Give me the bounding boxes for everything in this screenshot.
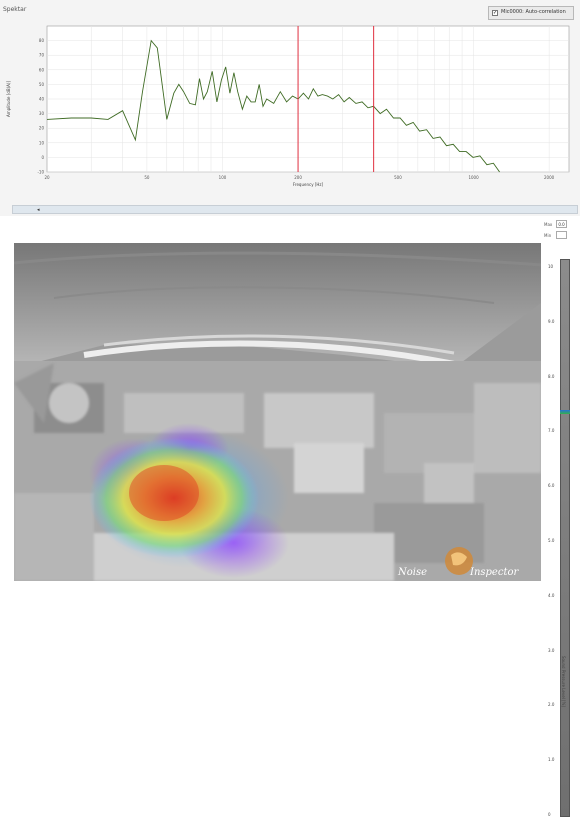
scroll-left-arrow-icon[interactable]: ◂ (37, 207, 40, 213)
color-scale-tick-label: 10 (548, 264, 554, 269)
y-tick-label: 20 (39, 126, 45, 131)
x-axis-label: Frequency [Hz] (293, 182, 324, 187)
color-scale-tick-label: 7.0 (548, 428, 555, 434)
color-scale-tick-label: 5.0 (548, 538, 555, 543)
color-scale-tick-label: 0 (548, 812, 551, 817)
engine-bay-acoustic-image: Noise Inspector (14, 243, 541, 581)
x-tick-label: 50 (144, 175, 150, 180)
x-tick-label: 100 (219, 175, 227, 180)
color-scale-tick-label: 2.0 (548, 702, 555, 708)
y-tick-label: 60 (39, 67, 45, 72)
svg-text:Inspector: Inspector (469, 567, 519, 578)
y-axis-label: Amplitude [dB(A)] (6, 81, 11, 117)
noise-inspector-logo: Noise Inspector (397, 547, 519, 578)
x-tick-label: 2000 (544, 175, 555, 180)
x-tick-label: 20 (44, 175, 50, 180)
y-tick-label: 50 (39, 82, 45, 87)
color-scale-bar (560, 259, 570, 817)
y-tick-label: 80 (39, 38, 45, 43)
color-scale-axis-label: Sound Pressure Level [%] (561, 656, 566, 707)
min-label: Min (544, 233, 552, 238)
svg-text:Noise: Noise (397, 567, 427, 578)
spectrum-line (46, 39, 500, 173)
color-scale-panel: Max 0.0 Min 10 9.0 8.0 7.0 6.0 5.0 4.0 3.0 2.0 1.… (542, 216, 580, 817)
y-tick-label: 40 (39, 97, 45, 102)
engine-photo-illustration: Noise Inspector (14, 243, 541, 581)
y-tick-label: -10 (37, 170, 44, 175)
acoustic-heatmap-overlay (89, 423, 289, 578)
legend-label: Mic0000: Auto-correlation (501, 9, 566, 15)
panel-title: Spektar (3, 6, 27, 13)
color-scale-marker[interactable] (560, 409, 570, 414)
color-scale-tick-label: 4.0 (548, 592, 555, 598)
horizontal-scrollbar[interactable]: ◂ (12, 205, 578, 214)
x-tick-label: 500 (394, 175, 402, 180)
y-tick-label: 10 (39, 140, 45, 145)
legend-checkbox[interactable]: ✓ (492, 10, 498, 16)
color-scale-tick-label: 6.0 (548, 483, 555, 489)
color-scale-tick-label: 3.0 (548, 647, 555, 653)
y-tick-label: 70 (39, 53, 45, 58)
spectrum-chart-panel: Spektar ✓ Mic0000: Auto-correlation 80 70… (0, 0, 580, 216)
y-tick-label: 0 (41, 155, 44, 160)
min-value-field[interactable] (556, 231, 567, 239)
max-label: Max (544, 222, 553, 227)
legend-checkbox-row[interactable]: ✓ Mic0000: Auto-correlation (488, 6, 574, 20)
y-tick-label: 30 (39, 111, 45, 116)
color-scale-tick-label: 8.0 (548, 373, 555, 379)
color-scale-tick-label: 9.0 (548, 318, 555, 324)
max-value-field[interactable]: 0.0 (556, 220, 567, 228)
x-tick-label: 1000 (468, 175, 479, 180)
color-scale-tick-label: 1.0 (548, 757, 555, 763)
x-tick-label: 200 (294, 175, 302, 180)
